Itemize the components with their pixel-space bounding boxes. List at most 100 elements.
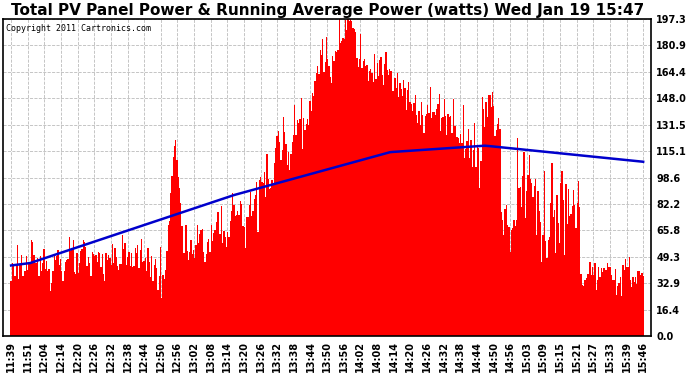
Bar (239, 201, 241, 336)
Bar (573, 190, 574, 336)
Bar (527, 174, 529, 336)
Title: Total PV Panel Power & Running Average Power (watts) Wed Jan 19 15:47: Total PV Panel Power & Running Average P… (10, 3, 644, 18)
Bar (262, 183, 264, 336)
Bar (303, 118, 304, 336)
Bar (17, 245, 18, 336)
Bar (562, 171, 563, 336)
Bar (577, 203, 578, 336)
Bar (172, 157, 174, 336)
Bar (273, 185, 274, 336)
Bar (89, 263, 90, 336)
Bar (31, 240, 32, 336)
Bar (342, 38, 344, 336)
Bar (107, 261, 108, 336)
Bar (588, 274, 589, 336)
Bar (504, 209, 506, 336)
Bar (368, 81, 369, 336)
Bar (532, 197, 533, 336)
Bar (301, 98, 302, 336)
Bar (594, 264, 595, 336)
Bar (275, 148, 277, 336)
Bar (541, 262, 542, 336)
Bar (540, 222, 541, 336)
Bar (47, 271, 48, 336)
Bar (299, 119, 301, 336)
Bar (460, 134, 462, 336)
Bar (418, 111, 420, 336)
Bar (61, 271, 62, 336)
Bar (27, 270, 28, 336)
Bar (236, 215, 237, 336)
Bar (600, 276, 601, 336)
Bar (80, 251, 81, 336)
Bar (391, 71, 392, 336)
Bar (415, 95, 416, 336)
Bar (482, 96, 483, 336)
Bar (489, 95, 491, 336)
Bar (277, 131, 279, 336)
Bar (509, 252, 511, 336)
Bar (493, 106, 494, 336)
Bar (142, 262, 144, 336)
Bar (69, 237, 70, 336)
Bar (85, 247, 86, 336)
Bar (175, 140, 177, 336)
Bar (321, 55, 322, 336)
Bar (37, 258, 39, 336)
Bar (52, 272, 54, 336)
Bar (14, 276, 16, 336)
Bar (511, 230, 512, 336)
Bar (203, 252, 204, 336)
Bar (165, 270, 166, 336)
Bar (424, 116, 426, 336)
Bar (411, 104, 412, 336)
Bar (426, 114, 427, 336)
Bar (356, 58, 357, 336)
Bar (397, 73, 398, 336)
Bar (437, 104, 439, 336)
Bar (221, 206, 222, 336)
Bar (71, 248, 72, 336)
Bar (310, 111, 312, 336)
Bar (51, 283, 52, 336)
Bar (286, 165, 288, 336)
Bar (389, 69, 391, 336)
Bar (348, 21, 350, 336)
Bar (377, 63, 378, 336)
Bar (15, 265, 17, 336)
Bar (230, 221, 231, 336)
Bar (427, 105, 428, 336)
Bar (194, 258, 195, 336)
Bar (364, 58, 365, 336)
Bar (34, 263, 36, 336)
Bar (265, 197, 266, 336)
Bar (131, 254, 132, 336)
Bar (62, 281, 63, 336)
Bar (583, 286, 584, 336)
Bar (251, 216, 253, 336)
Bar (409, 102, 411, 336)
Bar (589, 262, 591, 336)
Bar (155, 259, 156, 336)
Bar (362, 68, 363, 336)
Bar (620, 277, 621, 336)
Bar (524, 217, 526, 336)
Bar (351, 21, 353, 336)
Bar (641, 273, 642, 336)
Bar (621, 296, 622, 336)
Bar (117, 266, 118, 336)
Bar (408, 82, 409, 336)
Bar (404, 88, 406, 336)
Bar (441, 118, 442, 336)
Bar (224, 237, 226, 336)
Bar (479, 188, 480, 336)
Bar (378, 76, 379, 336)
Bar (57, 250, 59, 336)
Bar (255, 195, 256, 336)
Bar (512, 228, 513, 336)
Bar (412, 111, 413, 336)
Bar (174, 146, 175, 336)
Bar (235, 216, 236, 336)
Bar (171, 176, 172, 336)
Bar (197, 225, 198, 336)
